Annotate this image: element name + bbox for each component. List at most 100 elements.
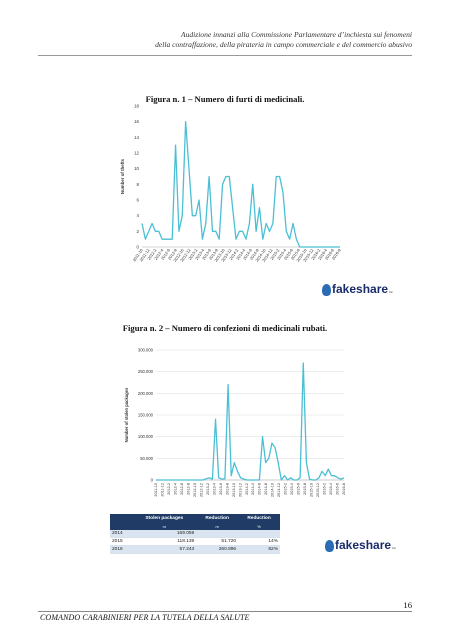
x-tick-label: 2015-4 <box>276 247 288 261</box>
data-point <box>256 479 257 480</box>
data-point <box>240 477 241 478</box>
data-point <box>315 479 316 480</box>
data-point <box>296 479 297 480</box>
data-point <box>168 479 169 480</box>
data-point <box>319 246 320 247</box>
x-tick-label: 2012-2 <box>167 483 171 495</box>
data-point <box>159 479 160 480</box>
document-footer: COMANDO CARABINIERI PER LA TUTELA DELLA … <box>40 613 250 622</box>
y-tick-label: 300.000 <box>138 348 154 353</box>
data-point <box>212 479 213 480</box>
table-row: 2016 57.243 260.896 82% <box>110 545 280 554</box>
x-tick-label: 2012-10 <box>193 483 197 497</box>
x-tick-label: 2016-6 <box>336 483 340 495</box>
data-point <box>300 477 301 478</box>
data-point <box>215 419 216 420</box>
data-point <box>239 231 240 232</box>
data-point <box>268 458 269 459</box>
table-header: Reduction <box>238 514 280 523</box>
data-point <box>276 176 277 177</box>
data-point <box>249 479 250 480</box>
data-point <box>174 479 175 480</box>
x-tick-label: 2013-8 <box>208 247 220 261</box>
data-point <box>225 176 226 177</box>
x-tick-label: 2012-4 <box>153 247 165 261</box>
data-point <box>151 223 152 224</box>
data-point <box>293 479 294 480</box>
data-point <box>165 479 166 480</box>
data-point <box>265 462 266 463</box>
table-cell: 51.720 <box>196 537 239 546</box>
x-tick-label: 2015-10 <box>310 483 314 497</box>
data-point <box>232 207 233 208</box>
data-point <box>309 479 310 480</box>
data-point <box>168 239 169 240</box>
fakeshare-logo-icon <box>322 284 331 296</box>
y-tick-label: 150.000 <box>138 413 154 418</box>
table-cell: 169.059 <box>132 530 197 538</box>
data-point <box>187 479 188 480</box>
data-point <box>148 231 149 232</box>
data-point <box>286 231 287 232</box>
x-tick-label: 2014-8 <box>264 483 268 495</box>
header-line-2: della contraffazione, della pirateria in… <box>155 40 412 49</box>
x-tick-label: 2015-2 <box>269 247 281 261</box>
x-tick-label: 2015-8 <box>303 483 307 495</box>
x-tick-label: 2011-12 <box>160 483 164 497</box>
x-tick-label: 2013-8 <box>225 483 229 495</box>
data-point <box>333 246 334 247</box>
data-point <box>306 246 307 247</box>
thefts-chart: 0 2 4 6 8 10 12 14 16 18 Number of thefts 2011-10 20… <box>118 100 348 272</box>
table-row: 2015 118.139 51.720 14% <box>110 537 280 546</box>
data-point <box>198 199 199 200</box>
x-tick-label: 2014-12 <box>277 483 281 497</box>
data-point <box>292 223 293 224</box>
data-point <box>155 231 156 232</box>
data-point <box>193 479 194 480</box>
data-point <box>343 477 344 478</box>
x-tick-label: 2016-2 <box>310 247 322 261</box>
y-tick-label: 50.000 <box>140 456 153 461</box>
data-point <box>266 223 267 224</box>
header-divider <box>38 55 412 56</box>
data-point <box>272 223 273 224</box>
x-tick-label: 2014-2 <box>245 483 249 495</box>
x-tick-label: 2013-4 <box>212 483 216 495</box>
data-point <box>235 239 236 240</box>
x-tick-label: 2014-8 <box>249 247 261 261</box>
x-tick-label: 2014-10 <box>271 483 275 497</box>
data-point <box>339 246 340 247</box>
data-point <box>206 478 207 479</box>
data-point <box>269 231 270 232</box>
data-point <box>246 479 247 480</box>
data-point <box>178 231 179 232</box>
series-line <box>141 121 340 248</box>
data-point <box>326 246 327 247</box>
y-tick-label: 0 <box>151 478 154 483</box>
y-tick-label: 18 <box>134 104 139 109</box>
data-point <box>259 479 260 480</box>
table-cell: 118.139 <box>132 537 197 546</box>
figure-1-caption: Figura n. 1 – Numero di furti di medicin… <box>145 94 305 104</box>
data-point <box>229 176 230 177</box>
data-point <box>185 121 186 122</box>
data-point <box>190 479 191 480</box>
data-point <box>323 246 324 247</box>
data-point <box>321 471 322 472</box>
x-tick-label: 2012-6 <box>180 483 184 495</box>
table-cell <box>196 530 239 538</box>
table-header <box>110 514 133 523</box>
x-tick-label: 2014-4 <box>235 247 247 261</box>
data-point <box>158 231 159 232</box>
data-point <box>205 223 206 224</box>
x-tick-label: 2015-2 <box>284 483 288 495</box>
data-point <box>234 462 235 463</box>
data-point <box>312 479 313 480</box>
x-tick-label: 2014-6 <box>258 483 262 495</box>
data-point <box>188 168 189 169</box>
y-tick-label: 0 <box>137 245 140 250</box>
fakeshare-logo: fakeshare lnc <box>325 538 396 552</box>
y-axis-label: Number of thefts <box>120 158 125 194</box>
data-point <box>243 479 244 480</box>
